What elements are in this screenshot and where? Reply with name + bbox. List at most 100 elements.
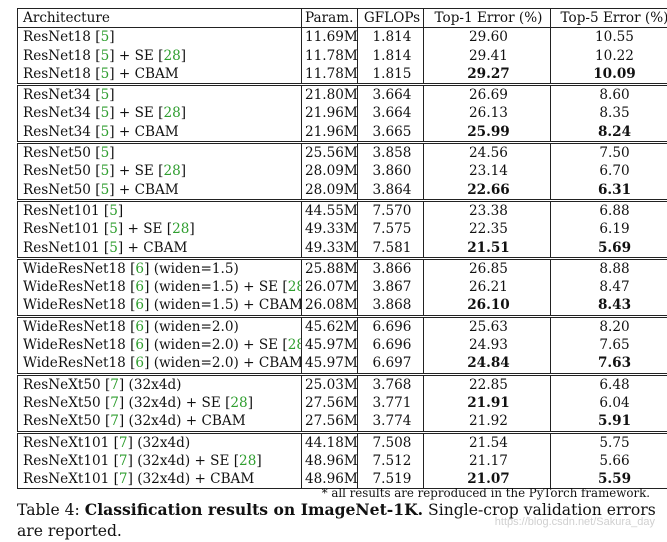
model-variant: + SE: [115, 48, 159, 64]
citation-link[interactable]: 28: [288, 337, 302, 353]
citation-link[interactable]: 7: [110, 377, 119, 393]
model-name: ResNet50: [23, 182, 91, 198]
model-name: ResNet101: [23, 221, 100, 237]
cell-top1-error: 26.21: [424, 278, 551, 296]
cell-architecture: ResNet101 [5] + SE [28]: [18, 220, 302, 238]
model-variant: + SE: [115, 163, 159, 179]
cell-gflops: 3.664: [358, 104, 424, 122]
caption-title: Classification results on ImageNet-1K.: [85, 500, 423, 519]
cell-top5-error: 8.47: [551, 278, 667, 296]
model-name: ResNet34: [23, 87, 91, 103]
citation-link[interactable]: 5: [101, 66, 110, 82]
cell-param: 11.78M: [302, 65, 358, 85]
cell-top1-error: 29.41: [424, 47, 551, 65]
cell-architecture: ResNet18 [5] + CBAM: [18, 65, 302, 85]
model-name: WideResNet18: [23, 297, 126, 313]
cell-top5-error: 5.91: [551, 412, 667, 432]
cell-architecture: WideResNet18 [6] (widen=2.0): [18, 316, 302, 336]
cell-top1-error: 29.27: [424, 65, 551, 85]
citation-link[interactable]: 6: [135, 297, 144, 313]
cell-gflops: 7.575: [358, 220, 424, 238]
citation-link[interactable]: 7: [119, 471, 128, 487]
model-name: WideResNet18: [23, 261, 126, 277]
citation-link[interactable]: 28: [163, 105, 180, 121]
citation-link[interactable]: 6: [135, 355, 144, 371]
citation-link[interactable]: 28: [288, 279, 302, 295]
citation-link[interactable]: 5: [101, 48, 110, 64]
cell-param: 25.88M: [302, 258, 358, 278]
cell-top5-error: 10.22: [551, 47, 667, 65]
citation-link[interactable]: 28: [163, 163, 180, 179]
cell-top1-error: 22.85: [424, 374, 551, 394]
citation-link[interactable]: 7: [119, 453, 128, 469]
cell-architecture: WideResNet18 [6] (widen=1.5) + SE [28]: [18, 278, 302, 296]
citation-link[interactable]: 5: [109, 203, 118, 219]
citation-link[interactable]: 5: [109, 221, 118, 237]
table-row: WideResNet18 [6] (widen=2.0) + SE [28]45…: [18, 336, 667, 354]
cell-architecture: WideResNet18 [6] (widen=1.5): [18, 258, 302, 278]
model-variant: (widen=1.5) + CBAM: [149, 297, 301, 313]
cell-param: 26.07M: [302, 278, 358, 296]
citation-link[interactable]: 28: [163, 48, 180, 64]
model-variant: + CBAM: [115, 66, 179, 82]
model-name: ResNeXt50: [23, 377, 101, 393]
table-row: WideResNet18 [6] (widen=1.5) + SE [28]26…: [18, 278, 667, 296]
cell-top1-error: 21.51: [424, 239, 551, 259]
cell-top5-error: 6.70: [551, 162, 667, 180]
cell-top1-error: 26.13: [424, 104, 551, 122]
cell-gflops: 3.864: [358, 181, 424, 201]
citation-link[interactable]: 28: [230, 395, 247, 411]
cell-param: 27.56M: [302, 394, 358, 412]
cell-top5-error: 6.19: [551, 220, 667, 238]
cell-param: 26.08M: [302, 296, 358, 316]
citation-link[interactable]: 6: [135, 337, 144, 353]
model-name: ResNet18: [23, 48, 91, 64]
model-variant: + CBAM: [123, 240, 187, 256]
citation-link[interactable]: 5: [101, 182, 110, 198]
cell-architecture: ResNeXt101 [7] (32x4d) + SE [28]: [18, 452, 302, 470]
cell-architecture: ResNet34 [5] + SE [28]: [18, 104, 302, 122]
cell-architecture: ResNet34 [5] + CBAM: [18, 123, 302, 143]
citation-link[interactable]: 5: [109, 240, 118, 256]
model-name: WideResNet18: [23, 319, 126, 335]
citation-link[interactable]: 6: [135, 279, 144, 295]
citation-link[interactable]: 6: [135, 261, 144, 277]
citation-link[interactable]: 7: [110, 413, 119, 429]
cell-param: 45.97M: [302, 336, 358, 354]
model-variant: (32x4d): [133, 435, 190, 451]
citation-link[interactable]: 6: [135, 319, 144, 335]
cell-top1-error: 24.93: [424, 336, 551, 354]
citation-link[interactable]: 5: [101, 163, 110, 179]
citation-link[interactable]: 7: [119, 435, 128, 451]
cell-param: 11.78M: [302, 47, 358, 65]
citation-link[interactable]: 5: [101, 124, 110, 140]
model-name: WideResNet18: [23, 355, 126, 371]
model-variant: (widen=2.0) + CBAM: [149, 355, 301, 371]
citation-link[interactable]: 28: [172, 221, 189, 237]
cell-architecture: ResNet101 [5] + CBAM: [18, 239, 302, 259]
citation-link[interactable]: 5: [101, 145, 110, 161]
cell-top1-error: 22.35: [424, 220, 551, 238]
citation-link[interactable]: 7: [110, 395, 119, 411]
citation-link[interactable]: 5: [101, 29, 110, 45]
model-name: ResNeXt101: [23, 471, 109, 487]
cell-param: 44.18M: [302, 432, 358, 452]
cell-param: 25.56M: [302, 143, 358, 163]
citation-link[interactable]: 5: [101, 87, 110, 103]
cell-top5-error: 8.43: [551, 296, 667, 316]
cell-top5-error: 8.60: [551, 85, 667, 105]
citation-link[interactable]: 5: [101, 105, 110, 121]
model-variant: (32x4d) + CBAM: [133, 471, 254, 487]
cell-param: 49.33M: [302, 239, 358, 259]
citation-link[interactable]: 28: [239, 453, 256, 469]
model-name: ResNet18: [23, 66, 91, 82]
cell-architecture: ResNet101 [5]: [18, 200, 302, 220]
